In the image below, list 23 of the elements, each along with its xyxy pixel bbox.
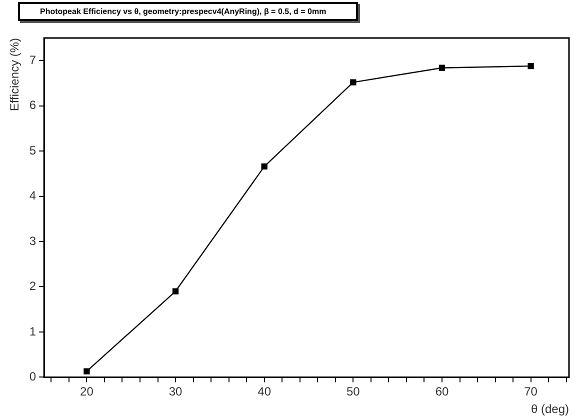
x-axis-title: θ (deg)	[530, 402, 569, 416]
y-axis-title: Efficiency (%)	[8, 38, 22, 112]
x-tick-label: 40	[258, 384, 272, 399]
point	[84, 368, 90, 374]
y-tick-label: 5	[29, 143, 36, 158]
point	[438, 64, 446, 71]
y-tick-label: 6	[29, 98, 36, 112]
x-tick-label: 20	[80, 384, 94, 399]
y-tick-label: 0	[29, 370, 36, 384]
y-tick-label: 2	[29, 279, 36, 294]
y-tick-label: 4	[29, 188, 36, 203]
x-tick-label: 50	[346, 384, 360, 399]
x-tick-label: 30	[168, 384, 183, 399]
y-tick-label: 3	[29, 234, 36, 248]
point	[350, 79, 356, 86]
chart-title: Photopeak Efficiency vs θ, geometry:prespecv4(AnyRing), β = 0.5, d = 0mm	[18, 2, 358, 21]
y-tick-label: 1	[29, 324, 36, 338]
point	[261, 163, 268, 170]
point	[528, 62, 534, 70]
x-tick-label: 60	[435, 384, 449, 399]
y-tick-label: 7	[29, 52, 36, 67]
x-tick-label: 70	[524, 384, 538, 399]
point	[172, 288, 179, 294]
